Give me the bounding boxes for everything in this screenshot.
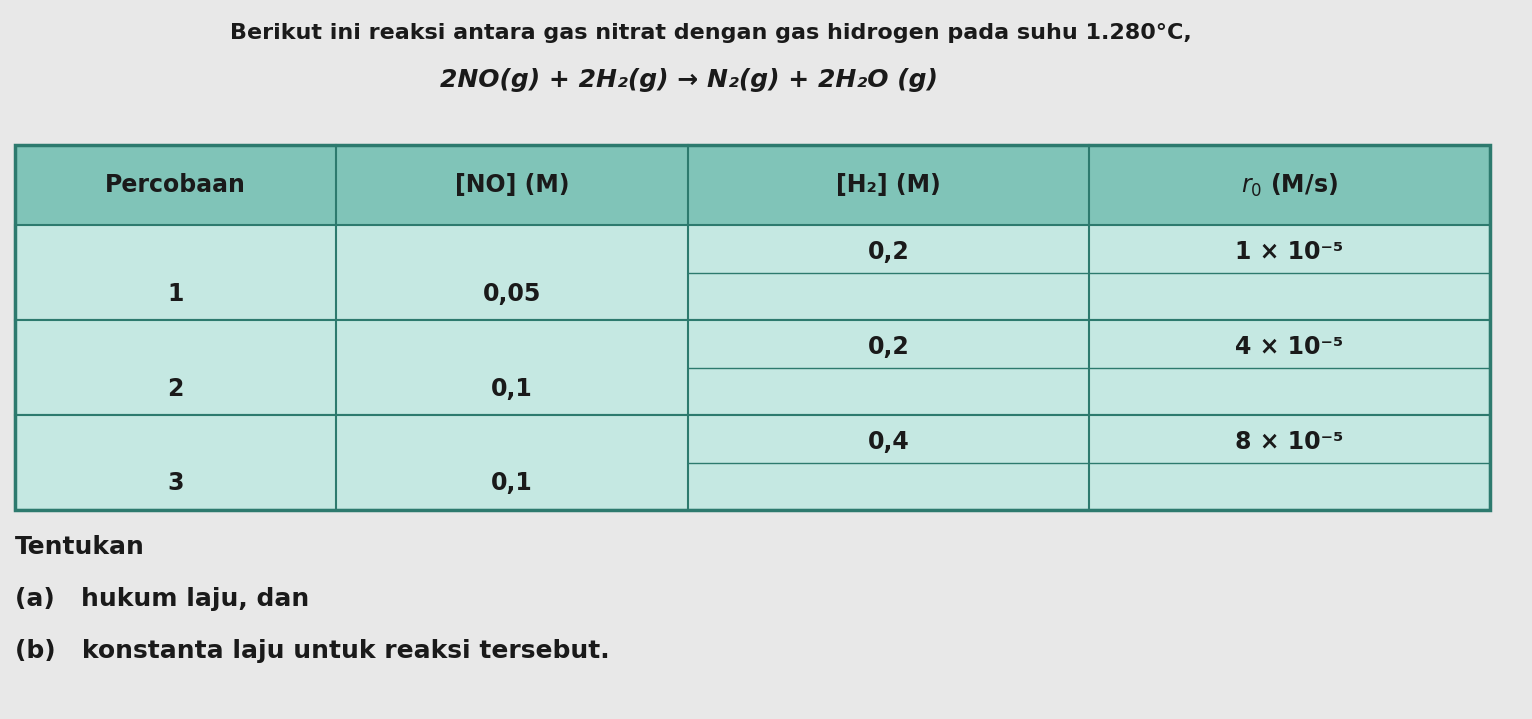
Bar xyxy=(15,225,1491,320)
Text: 0,1: 0,1 xyxy=(492,472,533,495)
Bar xyxy=(15,145,1491,510)
Text: 1: 1 xyxy=(167,282,184,306)
Text: 0,2: 0,2 xyxy=(869,335,910,359)
Text: [NO] (M): [NO] (M) xyxy=(455,173,570,197)
Text: 0,05: 0,05 xyxy=(483,282,541,306)
Text: [H₂] (M): [H₂] (M) xyxy=(836,173,941,197)
Text: 0,4: 0,4 xyxy=(869,430,910,454)
Text: 4 × 10⁻⁵: 4 × 10⁻⁵ xyxy=(1235,335,1344,359)
Text: 0,2: 0,2 xyxy=(869,240,910,264)
Text: 3: 3 xyxy=(167,472,184,495)
Text: Tentukan: Tentukan xyxy=(15,535,146,559)
Text: (a)   hukum laju, dan: (a) hukum laju, dan xyxy=(15,587,309,611)
Text: $r_0$ (M/s): $r_0$ (M/s) xyxy=(1241,172,1337,198)
Bar xyxy=(15,415,1491,510)
Text: 8 × 10⁻⁵: 8 × 10⁻⁵ xyxy=(1235,430,1344,454)
Text: 2NO(g) + 2H₂(g) → N₂(g) + 2H₂O (g): 2NO(g) + 2H₂(g) → N₂(g) + 2H₂O (g) xyxy=(440,68,938,92)
Text: (b)   konstanta laju untuk reaksi tersebut.: (b) konstanta laju untuk reaksi tersebut… xyxy=(15,639,610,663)
Text: 2: 2 xyxy=(167,377,184,400)
Text: 0,1: 0,1 xyxy=(492,377,533,400)
Text: Berikut ini reaksi antara gas nitrat dengan gas hidrogen pada suhu 1.280°C,: Berikut ini reaksi antara gas nitrat den… xyxy=(230,23,1192,43)
Bar xyxy=(15,320,1491,415)
Text: Percobaan: Percobaan xyxy=(104,173,245,197)
Text: 1 × 10⁻⁵: 1 × 10⁻⁵ xyxy=(1235,240,1344,264)
Bar xyxy=(15,145,1491,225)
